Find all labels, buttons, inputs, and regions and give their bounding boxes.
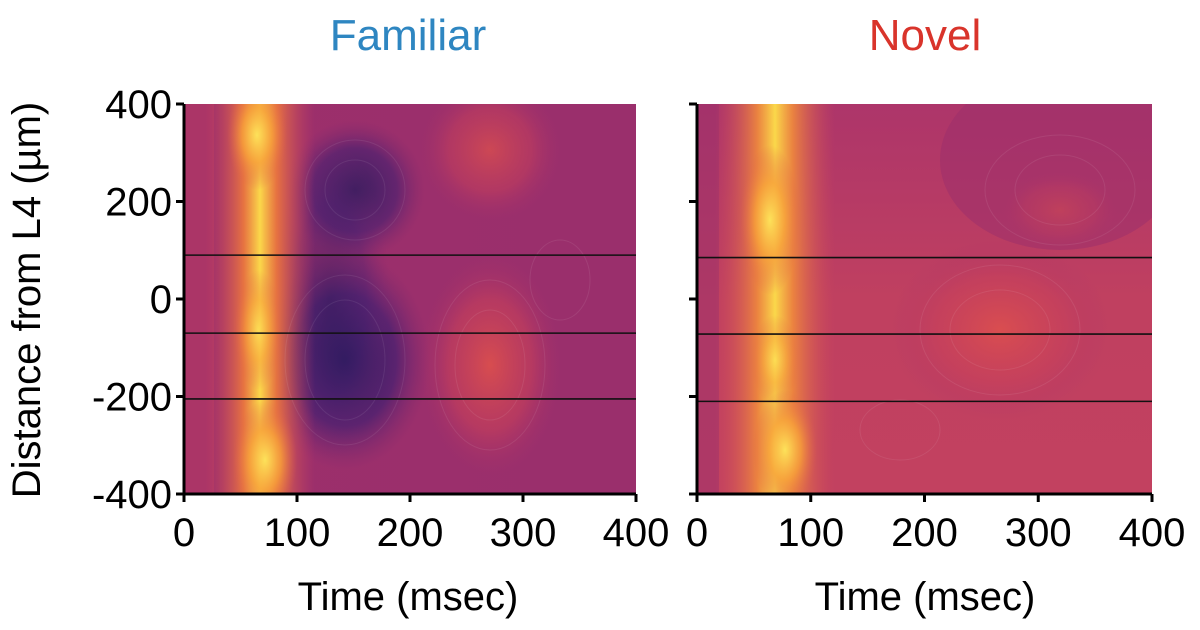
early-sink-peak-middle xyxy=(751,315,799,405)
x-tick-label: 100 xyxy=(264,511,331,555)
late-sink-upper xyxy=(420,104,560,220)
early-sink-peak-lower xyxy=(753,390,817,494)
heatmap-novel xyxy=(697,104,1152,494)
y-tick-label: -400 xyxy=(92,473,172,517)
y-tick-label: 0 xyxy=(150,278,172,322)
y-ticks-familiar: 400 200 0 -200 -400 xyxy=(92,83,184,517)
x-tick-label: 0 xyxy=(686,511,708,555)
layer-boundaries-familiar xyxy=(184,254,636,400)
x-tick-label: 0 xyxy=(173,511,195,555)
x-tick-label: 400 xyxy=(603,511,670,555)
panel-familiar: Familiar xyxy=(5,11,669,619)
y-tick-label: 400 xyxy=(105,83,172,127)
panel-title-familiar: Familiar xyxy=(330,11,486,60)
panel-novel: Novel 0 xyxy=(686,11,1186,619)
contour-lines xyxy=(284,139,591,451)
x-axis-label-novel: Time (msec) xyxy=(815,575,1036,619)
x-ticks-familiar: 0 100 200 300 400 xyxy=(173,494,670,555)
late-sink-middle xyxy=(890,240,1110,420)
heatmap-edge-band xyxy=(697,104,719,494)
y-axis-label: Distance from L4 (µm) xyxy=(5,102,49,498)
y-tick-label: -200 xyxy=(92,376,172,420)
late-sink-lower xyxy=(420,255,560,475)
early-sink-peak-upper xyxy=(740,145,800,295)
x-tick-label: 300 xyxy=(1005,511,1072,555)
heatmap-familiar xyxy=(184,104,636,494)
x-tick-label: 300 xyxy=(490,511,557,555)
x-tick-label: 400 xyxy=(1119,511,1186,555)
early-sink-peak-upper xyxy=(227,104,287,190)
x-axis-label-familiar: Time (msec) xyxy=(298,575,519,619)
panel-title-novel: Novel xyxy=(869,11,982,60)
x-ticks-novel: 0 100 200 300 400 xyxy=(686,494,1186,555)
x-tick-label: 200 xyxy=(891,511,958,555)
early-sink-peak-middle xyxy=(234,270,282,390)
y-tick-label: 200 xyxy=(105,181,172,225)
contour-lines xyxy=(859,134,1136,461)
x-tick-label: 100 xyxy=(777,511,844,555)
early-sink-peak-lower xyxy=(233,400,297,494)
x-tick-label: 200 xyxy=(377,511,444,555)
layer-boundaries-novel xyxy=(697,256,1152,403)
late-sink-upper xyxy=(1000,170,1120,250)
